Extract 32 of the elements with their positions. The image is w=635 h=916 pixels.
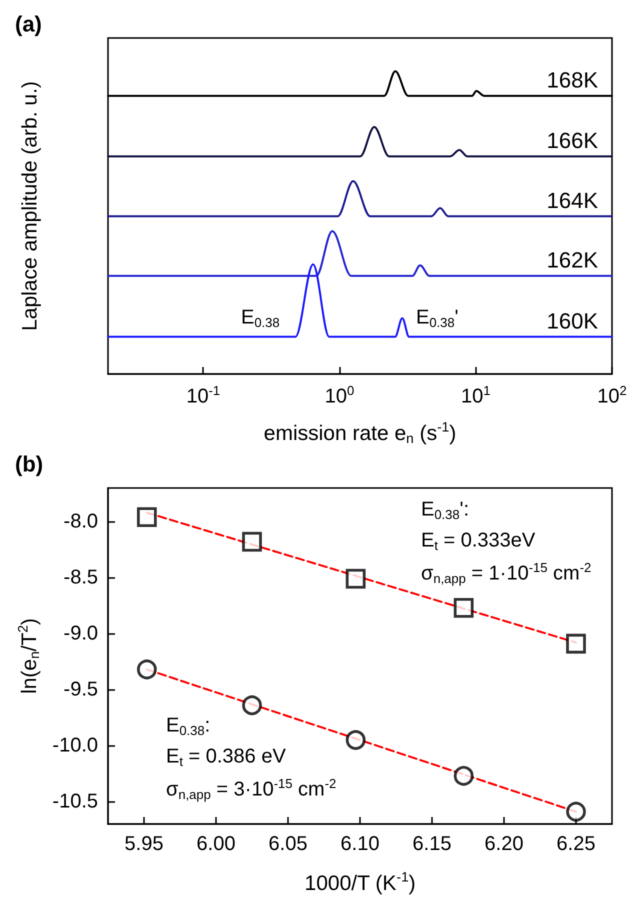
point [346,568,366,589]
y-axis-title: ln(en/T2) [15,618,42,694]
chart-title: (a) [15,12,42,36]
x-tick-label: 6.25 [556,833,596,855]
y-axis-title: Laplace amplitude (arb. u.) [18,81,42,331]
x-tick-label: 6.05 [268,833,308,855]
x-tick-label: 5.95 [124,833,164,855]
y-tick-label: -10.0 [52,734,98,757]
series-label: 164K [546,188,598,213]
y-tick-label: -8.5 [64,566,98,589]
point [566,634,586,654]
x-tick-label: 6.00 [196,833,236,855]
y-tick-label: -9.0 [64,622,98,645]
x-tick-label: 6.15 [412,833,452,855]
point [346,730,366,750]
point [242,532,262,552]
series-label: 168K [546,67,598,92]
point [566,802,586,822]
point [136,507,157,528]
point [454,766,474,786]
x-tick-label: 6.20 [484,833,524,855]
chart-title: (b) [15,452,44,476]
y-tick-label: -8.0 [64,510,98,533]
series-label: 162K [546,247,598,272]
point [454,598,474,618]
y-tick-label: -9.5 [64,678,98,701]
series-label: 166K [546,128,598,153]
y-tick-label: -10.5 [52,790,98,813]
x-tick-label: 6.10 [340,833,380,855]
point [136,660,157,680]
point [242,695,262,716]
series-label: 160K [546,308,598,334]
